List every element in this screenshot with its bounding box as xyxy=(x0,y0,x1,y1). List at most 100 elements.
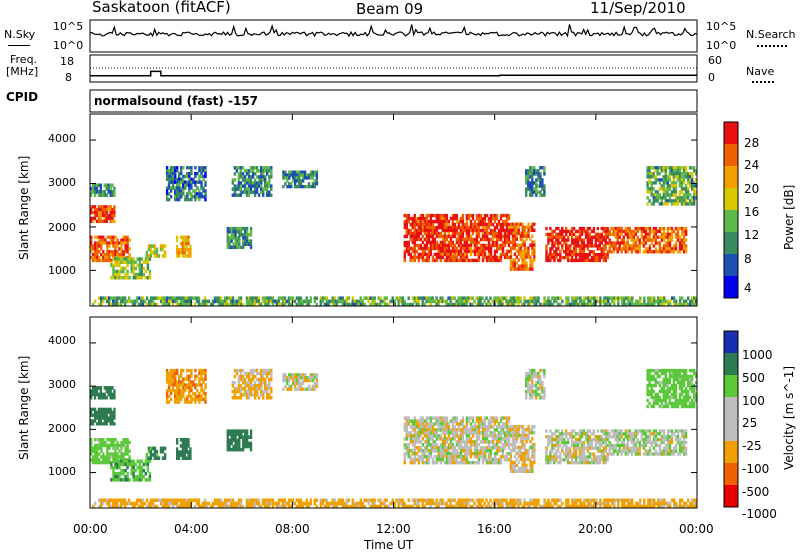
echo-cell xyxy=(505,428,509,432)
echo-cell xyxy=(251,172,255,176)
echo-cell xyxy=(244,435,247,439)
echo-cell xyxy=(680,175,684,179)
echo-cell xyxy=(113,413,116,417)
echo-cell xyxy=(664,250,668,254)
echo-cell xyxy=(427,222,431,227)
echo-cell xyxy=(607,296,610,300)
echo-cell xyxy=(646,247,650,251)
echo-cell xyxy=(662,184,665,188)
echo-cell xyxy=(247,169,251,173)
echo-cell xyxy=(439,458,443,462)
echo-cell xyxy=(226,242,229,246)
echo-cell xyxy=(298,378,301,383)
echo-cell xyxy=(592,250,596,254)
echo-cell xyxy=(149,254,153,258)
echo-cell xyxy=(533,454,536,459)
echo-cell xyxy=(419,440,423,444)
echo-cell xyxy=(403,428,406,432)
echo-cell xyxy=(531,264,534,268)
echo-cell xyxy=(421,255,425,260)
echo-cell xyxy=(163,456,167,460)
echo-cell xyxy=(141,299,145,304)
echo-cell xyxy=(431,443,435,447)
echo-cell xyxy=(537,190,540,194)
echo-cell xyxy=(646,235,650,239)
echo-cell xyxy=(188,374,191,378)
echo-cell xyxy=(527,187,530,191)
echo-cell xyxy=(233,184,237,188)
echo-cell xyxy=(167,299,171,304)
echo-cell xyxy=(517,302,520,307)
echo-cell xyxy=(107,389,110,393)
echo-cell xyxy=(656,241,660,245)
echo-cell xyxy=(131,299,135,304)
echo-cell xyxy=(249,302,253,307)
echo-cell xyxy=(188,183,191,187)
echo-cell xyxy=(183,444,186,448)
echo-cell xyxy=(411,461,414,465)
echo-cell xyxy=(511,243,515,247)
echo-cell xyxy=(525,463,528,468)
echo-cell xyxy=(495,458,499,462)
echo-cell xyxy=(281,299,285,304)
echo-cell xyxy=(298,376,301,380)
echo-cell xyxy=(690,187,694,191)
echo-cell xyxy=(233,387,237,391)
echo-cell xyxy=(194,174,197,179)
echo-cell xyxy=(245,299,249,304)
echo-cell xyxy=(513,234,516,238)
velocity-panel-bg xyxy=(90,317,697,508)
echo-cell xyxy=(108,443,111,448)
echo-cell xyxy=(473,225,477,230)
echo-cell xyxy=(243,190,247,194)
echo-cell xyxy=(118,462,121,467)
echo-cell xyxy=(319,296,322,300)
echo-cell xyxy=(309,378,313,383)
echo-cell xyxy=(559,258,562,263)
echo-cell xyxy=(477,222,481,227)
echo-cell xyxy=(415,425,418,429)
echo-cell xyxy=(140,276,143,280)
echo-cell xyxy=(499,425,503,429)
echo-cell xyxy=(403,249,406,254)
echo-cell xyxy=(290,376,293,380)
echo-cell xyxy=(124,260,127,264)
echo-cell xyxy=(91,183,95,188)
echo-cell xyxy=(136,257,139,261)
echo-cell xyxy=(455,428,459,432)
echo-cell xyxy=(245,393,249,397)
echo-cell xyxy=(232,230,235,234)
echo-cell xyxy=(93,386,97,390)
echo-cell xyxy=(231,296,235,300)
echo-cell xyxy=(664,244,668,248)
echo-cell xyxy=(447,446,451,450)
echo-cell xyxy=(658,181,661,185)
echo-cell xyxy=(262,374,265,379)
echo-cell xyxy=(204,180,207,184)
echo-cell xyxy=(481,255,485,260)
echo-cell xyxy=(481,296,484,300)
echo-cell xyxy=(539,175,542,179)
echo-cell xyxy=(395,296,398,300)
echo-cell xyxy=(610,250,613,254)
echo-cell xyxy=(202,177,205,181)
echo-cell xyxy=(509,466,513,470)
echo-cell xyxy=(491,434,495,438)
echo-cell xyxy=(91,216,95,221)
echo-cell xyxy=(463,446,467,450)
echo-cell xyxy=(525,225,528,229)
echo-cell xyxy=(505,425,509,429)
echo-cell xyxy=(233,190,237,194)
echo-cell xyxy=(580,229,584,234)
echo-cell xyxy=(431,461,435,465)
echo-cell xyxy=(523,261,526,265)
echo-cell xyxy=(173,299,177,304)
echo-cell xyxy=(409,237,412,242)
echo-cell xyxy=(473,443,477,447)
echo-cell xyxy=(650,202,653,206)
echo-cell xyxy=(405,249,408,254)
echo-cell xyxy=(525,264,528,268)
echo-cell xyxy=(299,387,303,391)
echo-cell xyxy=(497,237,501,242)
echo-cell xyxy=(513,445,516,450)
